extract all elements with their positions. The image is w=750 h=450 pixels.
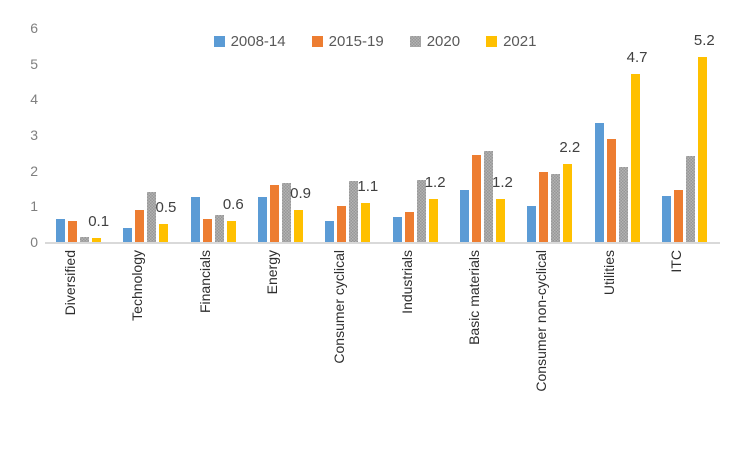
bar-2021-itc xyxy=(697,56,707,242)
bar-2021-consumer-cyclical xyxy=(361,202,371,242)
category-label-industrials: Industrials xyxy=(398,250,415,314)
bar-2008-14-technology xyxy=(123,227,133,242)
bar-2008-14-diversified xyxy=(56,218,66,242)
category-label-diversified: Diversified xyxy=(62,250,79,316)
bar-2020-technology xyxy=(147,192,157,242)
category-label-financials: Financials xyxy=(196,250,213,314)
bar-2008-14-basic-materials xyxy=(459,190,469,242)
bar-2015-19-utilities xyxy=(606,138,616,242)
data-label-2021-basic-materials: 1.2 xyxy=(492,174,513,192)
bar-2021-technology xyxy=(159,224,169,242)
bar-2008-14-utilities xyxy=(594,122,604,242)
legend-label-2008-14: 2008-14 xyxy=(230,33,286,50)
bar-2015-19-energy xyxy=(270,184,280,242)
legend-swatch-2020 xyxy=(409,36,421,47)
bar-2020-energy xyxy=(282,183,292,242)
category-label-basic-materials: Basic materials xyxy=(465,250,482,345)
bar-2021-energy xyxy=(294,209,304,242)
bar-2008-14-consumer-cyclical xyxy=(325,220,335,242)
bar-2021-utilities xyxy=(630,74,640,242)
legend-label-2021: 2021 xyxy=(503,33,537,50)
legend-swatch-2015-19 xyxy=(311,36,323,47)
category-label-itc: ITC xyxy=(667,250,684,273)
category-label-energy: Energy xyxy=(264,250,281,295)
category-label-consumer-non-cyclical: Consumer non-cyclical xyxy=(533,250,550,392)
data-label-2021-utilities: 4.7 xyxy=(626,49,648,67)
bar-2015-19-financials xyxy=(202,218,212,242)
bar-2008-14-consumer-non-cyclical xyxy=(527,206,537,242)
y-tick-label-5: 5 xyxy=(30,55,38,72)
y-tick-label-6: 6 xyxy=(30,20,38,36)
bar-2015-19-technology xyxy=(135,209,145,242)
bar-2021-industrials xyxy=(428,199,438,242)
legend-label-2015-19: 2015-19 xyxy=(328,33,384,50)
data-label-2021-energy: 0.9 xyxy=(290,184,311,202)
bar-2020-utilities xyxy=(618,167,628,242)
bar-2020-consumer-non-cyclical xyxy=(551,174,561,242)
data-label-2021-itc: 5.2 xyxy=(693,31,715,49)
legend-item-2015-19: 2015-19 xyxy=(311,33,384,50)
bar-2021-consumer-non-cyclical xyxy=(563,163,573,242)
bar-2015-19-industrials xyxy=(404,211,414,242)
bar-2015-19-consumer-cyclical xyxy=(337,206,347,242)
legend-swatch-2008-14 xyxy=(213,36,225,47)
bar-2021-financials xyxy=(226,220,236,242)
bar-2020-industrials xyxy=(416,179,426,242)
bar-2020-financials xyxy=(214,215,224,242)
bar-2015-19-itc xyxy=(673,190,683,242)
y-tick-label-4: 4 xyxy=(30,91,38,108)
bar-2008-14-financials xyxy=(190,197,200,242)
legend-item-2020: 2020 xyxy=(409,33,461,50)
x-axis-line xyxy=(45,242,720,244)
bar-2008-14-industrials xyxy=(392,217,402,242)
bar-2020-basic-materials xyxy=(483,151,493,242)
chart-legend: 2008-14 2015-19 2020 2021 xyxy=(0,33,750,50)
data-label-2021-consumer-cyclical: 1.1 xyxy=(357,177,379,195)
category-label-utilities: Utilities xyxy=(600,250,617,296)
data-label-2021-diversified: 0.1 xyxy=(88,213,110,231)
legend-label-2020: 2020 xyxy=(426,33,461,50)
bar-2008-14-energy xyxy=(258,197,268,242)
y-tick-label-1: 1 xyxy=(30,198,38,215)
y-tick-label-2: 2 xyxy=(30,162,38,179)
bar-2015-19-basic-materials xyxy=(471,154,481,242)
data-label-2021-technology: 0.5 xyxy=(155,199,177,217)
category-label-technology: Technology xyxy=(129,250,146,321)
bar-2020-diversified xyxy=(80,236,90,242)
legend-item-2008-14: 2008-14 xyxy=(213,33,286,50)
data-label-2021-consumer-non-cyclical: 2.2 xyxy=(559,138,581,156)
legend-item-2021: 2021 xyxy=(486,33,536,50)
y-tick-label-0: 0 xyxy=(30,234,38,250)
bar-2008-14-itc xyxy=(661,195,671,242)
data-label-2021-industrials: 1.2 xyxy=(424,174,446,192)
data-label-2021-financials: 0.6 xyxy=(222,195,244,213)
y-tick-label-3: 3 xyxy=(30,127,38,143)
bar-2021-diversified xyxy=(92,238,102,242)
bar-2015-19-consumer-non-cyclical xyxy=(539,172,549,242)
bar-2020-consumer-cyclical xyxy=(349,181,359,242)
legend-swatch-2021 xyxy=(486,36,498,47)
bar-2015-19-diversified xyxy=(68,220,78,242)
bar-2020-itc xyxy=(685,156,695,242)
category-label-consumer-cyclical: Consumer cyclical xyxy=(331,250,348,364)
bar-2021-basic-materials xyxy=(495,199,505,242)
